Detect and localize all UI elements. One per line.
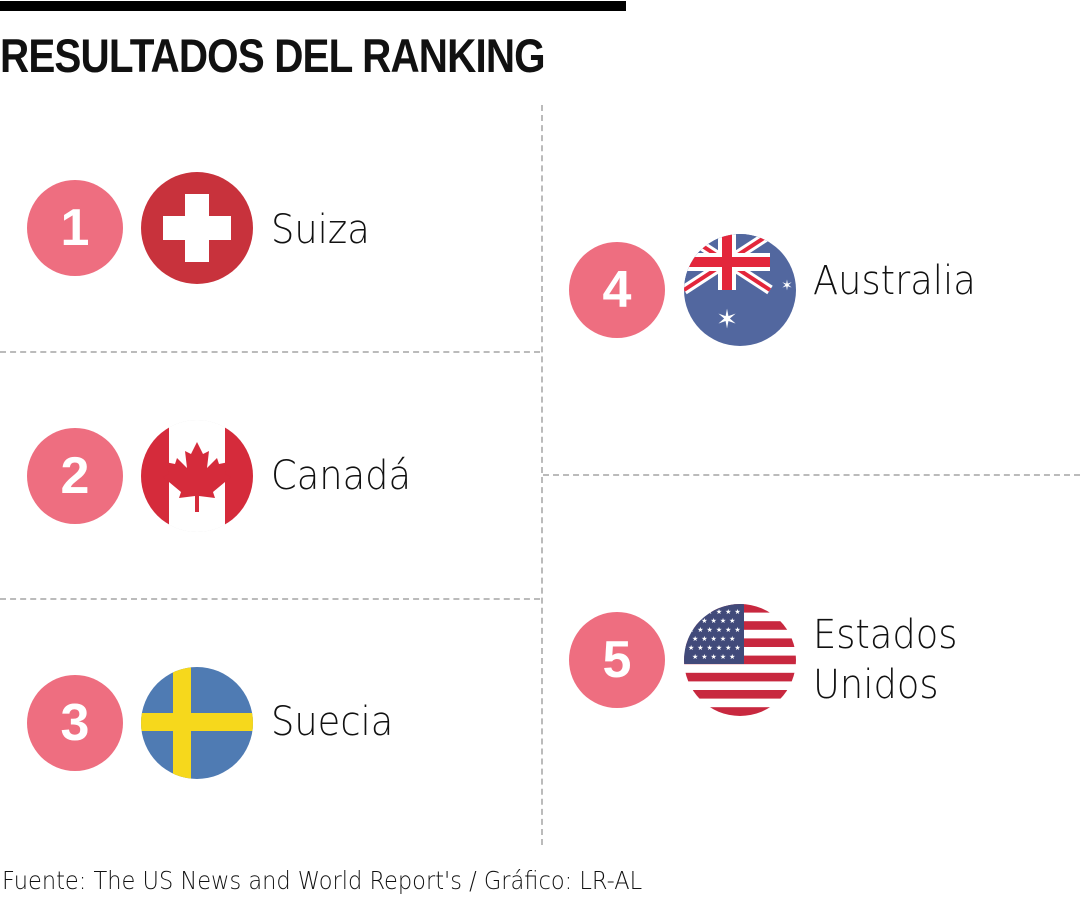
australia-flag-icon: ✶ ✶	[684, 234, 796, 346]
row-divider	[0, 351, 540, 353]
canada-flag-icon	[141, 420, 253, 532]
rank-badge: 5	[569, 612, 665, 708]
rank-badge: 4	[569, 242, 665, 338]
country-name-line2: Unidos	[813, 662, 939, 708]
country-name: Australia	[813, 258, 976, 304]
svg-text:★★★★★★: ★★★★★★	[688, 644, 744, 652]
title-rule	[0, 1, 626, 11]
row-divider	[543, 474, 1080, 476]
page-title: RESULTADOS DEL RANKING	[0, 29, 546, 82]
column-divider	[541, 105, 543, 845]
svg-text:★★★★★★: ★★★★★★	[688, 608, 744, 616]
country-name: Suiza	[271, 207, 370, 253]
rank-badge: 3	[27, 675, 123, 771]
svg-text:✶: ✶	[781, 278, 793, 294]
switzerland-flag-icon	[141, 172, 253, 284]
country-name-line1: Estados	[813, 612, 958, 658]
svg-text:★★★★★: ★★★★★	[692, 653, 738, 661]
rank-badge: 2	[27, 428, 123, 524]
usa-flag-icon: ★★★★★★ ★★★★★ ★★★★★★ ★★★★★ ★★★★★★ ★★★★★	[684, 604, 796, 716]
svg-text:✶: ✶	[716, 305, 738, 335]
row-divider	[0, 598, 540, 600]
source-footer: Fuente: The US News and World Report's /…	[2, 866, 643, 895]
rank-badge: 1	[27, 180, 123, 276]
svg-text:★★★★★★: ★★★★★★	[688, 626, 744, 634]
country-name: Suecia	[271, 699, 394, 745]
country-name: Canadá	[271, 453, 412, 499]
svg-text:★★★★★: ★★★★★	[692, 635, 738, 643]
svg-text:★★★★★: ★★★★★	[692, 617, 738, 625]
sweden-flag-icon	[141, 667, 253, 779]
